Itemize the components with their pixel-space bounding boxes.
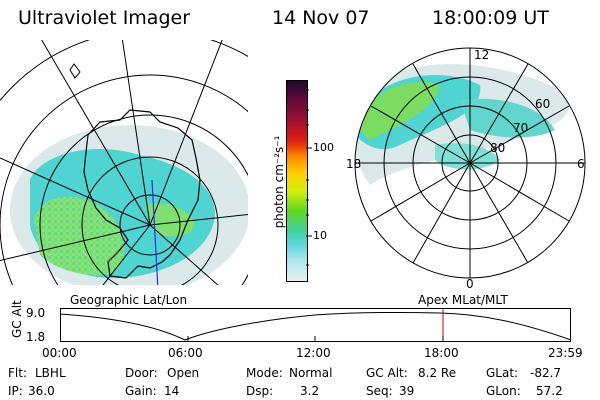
- status-flt-key: Flt:: [8, 366, 27, 380]
- mlat-label-60: 60: [535, 97, 551, 111]
- mlt-label-12: 12: [474, 48, 490, 62]
- colorbar-ticks: [306, 89, 312, 266]
- timeline-ytick-min: 1.8: [26, 330, 46, 344]
- colorbar-tick-100: 100: [313, 141, 334, 154]
- colorbar-unit-label: photon cm⁻²s⁻¹: [272, 135, 286, 229]
- status-ip-key: IP:: [8, 384, 23, 398]
- status-ip-value: 36.0: [28, 384, 55, 398]
- mlt-label-0: 0: [466, 277, 474, 291]
- status-flt-value: LBHL: [35, 366, 66, 380]
- geographic-map: [0, 40, 248, 285]
- colorbar-tick-10: 10: [313, 229, 327, 242]
- status-dsp-value: 3.2: [300, 384, 320, 398]
- observation-time: 18:00:09 UT: [432, 7, 549, 29]
- mlat-label-70: 70: [513, 121, 529, 135]
- mlat-label-80: 80: [490, 141, 506, 155]
- status-door-value: Open: [167, 366, 200, 380]
- status-door-key: Door:: [125, 366, 158, 380]
- status-gcalt-key: GC Alt:: [366, 366, 408, 380]
- geographic-label: Geographic Lat/Lon: [70, 293, 188, 307]
- timeline-xtick-0600: 06:00: [168, 346, 203, 360]
- status-dsp-key: Dsp:: [246, 384, 274, 398]
- observation-date: 14 Nov 07: [272, 7, 370, 29]
- status-mode-key: Mode:: [246, 366, 283, 380]
- instrument-title: Ultraviolet Imager: [18, 7, 191, 29]
- timeline-xtick-0000: 00:00: [42, 346, 77, 360]
- colorbar: [286, 80, 308, 282]
- timeline-ytick-max: 9.0: [26, 306, 46, 320]
- apex-label: Apex MLat/MLT: [418, 293, 508, 307]
- status-glon-key: GLon:: [486, 384, 521, 398]
- status-glon-value: 57.2: [536, 384, 563, 398]
- timeline-xtick-2359: 23:59: [548, 346, 583, 360]
- timeline-xtick-1800: 18:00: [424, 346, 459, 360]
- status-seq-key: Seq:: [366, 384, 393, 398]
- gc-alt-axis-title: GC Alt: [10, 300, 24, 338]
- status-seq-value: 39: [399, 384, 415, 398]
- status-gain-key: Gain:: [125, 384, 157, 398]
- status-gain-value: 14: [164, 384, 180, 398]
- timeline-xtick-1200: 12:00: [296, 346, 331, 360]
- mlt-label-18: 18: [346, 157, 362, 171]
- mlt-label-6: 6: [577, 157, 585, 171]
- status-glat-value: -82.7: [530, 366, 562, 380]
- status-glat-key: GLat:: [486, 366, 519, 380]
- status-gcalt-value: 8.2 Re: [418, 366, 457, 380]
- altitude-timeline: [60, 308, 572, 342]
- status-mode-value: Normal: [289, 366, 333, 380]
- polar-plot: [354, 47, 586, 279]
